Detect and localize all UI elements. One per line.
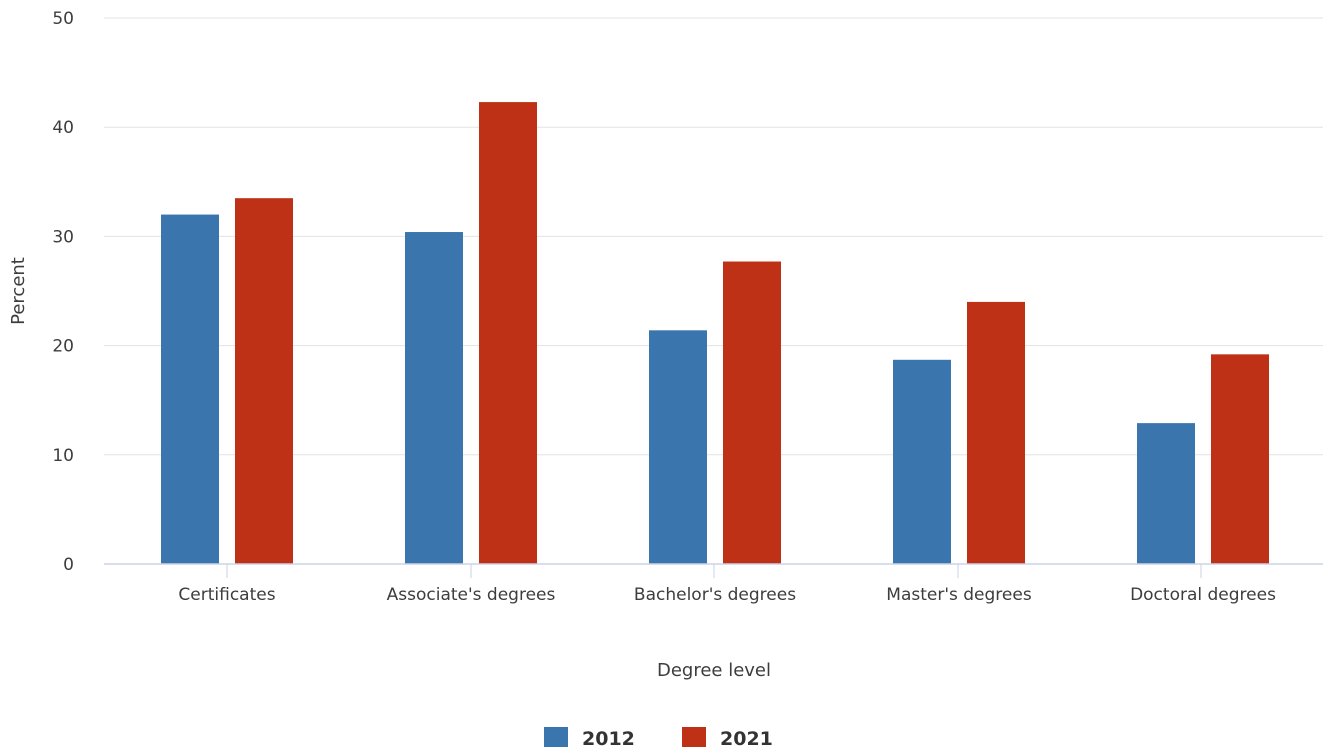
x-axis	[104, 563, 1323, 578]
bar-2021	[235, 198, 293, 564]
x-tick-label: Associate's degrees	[387, 585, 556, 605]
legend-item-2021[interactable]: 2021	[682, 727, 773, 750]
x-axis-title: Degree level	[657, 660, 771, 681]
legend-swatch	[544, 727, 568, 747]
x-tick-label: Bachelor's degrees	[634, 585, 796, 605]
y-tick-label: 0	[63, 555, 74, 575]
bar-2021	[723, 261, 781, 564]
bar-2012	[893, 359, 951, 564]
y-tick-label: 20	[52, 337, 74, 357]
bars	[161, 102, 1269, 565]
y-tick-label: 10	[52, 446, 74, 466]
y-tick-label: 50	[52, 9, 74, 29]
legend[interactable]: 2012 2021	[544, 727, 773, 750]
legend-item-2012[interactable]: 2012	[544, 727, 635, 750]
bar-2012	[1137, 423, 1195, 564]
bar-2021	[967, 301, 1025, 564]
bar-2012	[405, 232, 463, 565]
y-tick-label: 40	[52, 118, 74, 138]
x-tick-label: Doctoral degrees	[1130, 585, 1276, 605]
x-tick-label: Master's degrees	[886, 585, 1032, 605]
bar-2021	[1211, 354, 1269, 564]
y-tick-label: 30	[52, 227, 74, 247]
legend-swatch	[682, 727, 706, 747]
bar-2021	[479, 102, 537, 565]
y-axis-title: Percent	[8, 257, 29, 325]
y-axis-tick-labels: 0 10 20 30 40 50	[52, 9, 74, 575]
gridlines	[104, 17, 1323, 456]
legend-label: 2012	[582, 728, 635, 750]
x-tick-label: Certificates	[178, 585, 275, 605]
legend-label: 2021	[720, 728, 773, 750]
x-axis-tick-labels: Certificates Associate's degrees Bachelor'…	[178, 585, 1276, 605]
bar-2012	[649, 330, 707, 564]
bar-2012	[161, 214, 219, 564]
